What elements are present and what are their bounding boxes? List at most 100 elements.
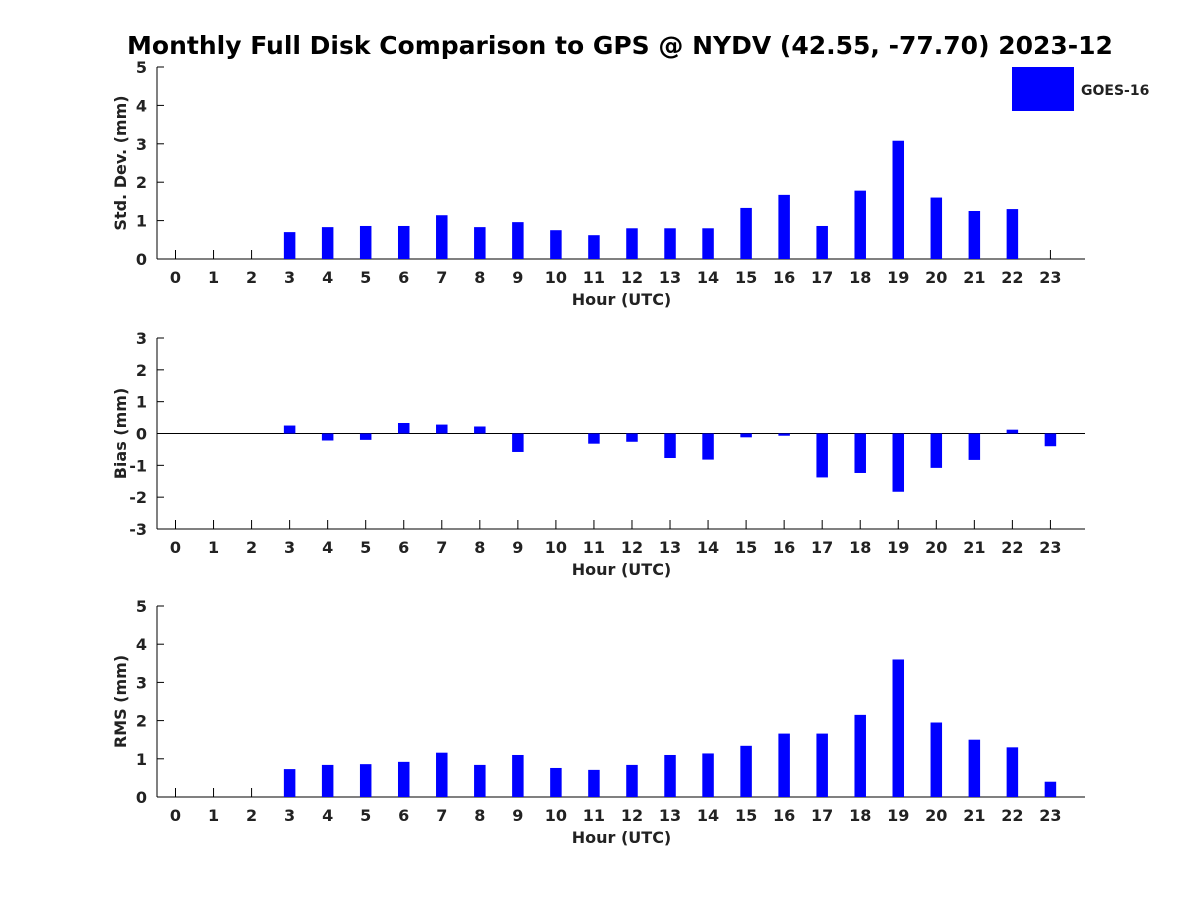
x-tick-label: 18 [849, 538, 871, 557]
x-tick-label: 16 [773, 538, 795, 557]
x-axis-label: Hour (UTC) [572, 290, 672, 309]
bar [702, 433, 714, 460]
bar [474, 764, 486, 797]
x-tick-label: 22 [1001, 806, 1023, 825]
x-tick-label: 19 [887, 806, 909, 825]
x-tick-label: 14 [697, 806, 719, 825]
legend: GOES-16 [1012, 67, 1149, 111]
chart-title: Monthly Full Disk Comparison to GPS @ NY… [127, 31, 1113, 60]
bar [512, 754, 524, 797]
bar [1044, 781, 1057, 797]
x-tick-label: 4 [322, 806, 333, 825]
bar [588, 769, 600, 797]
x-tick-label: 23 [1039, 268, 1061, 287]
y-tick-label: 2 [136, 712, 147, 731]
bar [778, 194, 790, 259]
legend-swatch [1012, 67, 1074, 111]
x-tick-label: 5 [360, 806, 371, 825]
bar [1006, 429, 1019, 434]
x-tick-label: 1 [208, 538, 219, 557]
bar [359, 764, 372, 797]
x-tick-label: 2 [246, 538, 257, 557]
x-tick-label: 15 [735, 538, 757, 557]
x-tick-label: 20 [925, 806, 947, 825]
x-tick-label: 2 [246, 268, 257, 287]
bar [321, 433, 334, 441]
bar [588, 235, 600, 259]
bar [283, 232, 296, 259]
bar [283, 425, 296, 434]
y-axis-label: Bias (mm) [111, 388, 130, 480]
bar [321, 227, 334, 259]
bar [1044, 433, 1057, 447]
x-tick-label: 7 [436, 806, 447, 825]
x-tick-label: 16 [773, 268, 795, 287]
bar [740, 745, 752, 797]
bar [359, 433, 372, 440]
x-tick-label: 1 [208, 806, 219, 825]
y-tick-label: 3 [136, 673, 147, 692]
bar [626, 764, 638, 797]
bar [892, 433, 905, 492]
y-axis-label: Std. Dev. (mm) [111, 95, 130, 230]
bar [436, 215, 448, 259]
y-tick-label: -1 [129, 456, 147, 475]
x-tick-label: 23 [1039, 806, 1061, 825]
x-tick-label: 13 [659, 538, 681, 557]
x-tick-label: 9 [512, 806, 523, 825]
x-tick-label: 6 [398, 806, 409, 825]
y-tick-label: 3 [136, 135, 147, 154]
x-tick-label: 16 [773, 806, 795, 825]
x-tick-label: 23 [1039, 538, 1061, 557]
bar [474, 227, 486, 259]
x-tick-label: 5 [360, 538, 371, 557]
x-tick-label: 22 [1001, 538, 1023, 557]
bar [968, 739, 981, 797]
x-tick-label: 3 [284, 268, 295, 287]
bar [664, 754, 676, 797]
x-tick-label: 17 [811, 268, 833, 287]
bar [854, 433, 866, 473]
x-tick-label: 7 [436, 538, 447, 557]
bar [930, 722, 943, 797]
bar [740, 433, 752, 438]
bar [854, 714, 866, 797]
y-tick-label: 1 [136, 212, 147, 231]
x-tick-label: 5 [360, 268, 371, 287]
y-tick-label: 1 [136, 393, 147, 412]
x-tick-label: 9 [512, 268, 523, 287]
y-tick-label: 2 [136, 361, 147, 380]
x-tick-label: 8 [474, 806, 485, 825]
bar [664, 433, 676, 459]
x-tick-label: 3 [284, 806, 295, 825]
bar [892, 659, 905, 797]
y-tick-label: 4 [136, 96, 147, 115]
x-tick-label: 18 [849, 806, 871, 825]
x-tick-label: 0 [170, 806, 181, 825]
y-axis-label: RMS (mm) [111, 655, 130, 748]
x-tick-label: 0 [170, 538, 181, 557]
bar [740, 207, 752, 259]
x-tick-label: 22 [1001, 268, 1023, 287]
bar [968, 433, 981, 460]
x-axis-label: Hour (UTC) [572, 828, 672, 847]
bar [778, 433, 790, 436]
bar [588, 433, 600, 444]
y-tick-label: 0 [136, 425, 147, 444]
x-tick-label: 11 [583, 268, 605, 287]
x-tick-label: 6 [398, 538, 409, 557]
x-tick-label: 12 [621, 806, 643, 825]
x-tick-label: 12 [621, 538, 643, 557]
y-tick-label: -2 [129, 488, 147, 507]
x-tick-label: 6 [398, 268, 409, 287]
x-tick-label: 11 [583, 806, 605, 825]
bar [436, 752, 448, 797]
x-tick-label: 9 [512, 538, 523, 557]
bar [397, 422, 410, 434]
bar [512, 222, 524, 259]
bar [397, 225, 410, 259]
bar [854, 190, 866, 259]
bar [359, 225, 372, 259]
